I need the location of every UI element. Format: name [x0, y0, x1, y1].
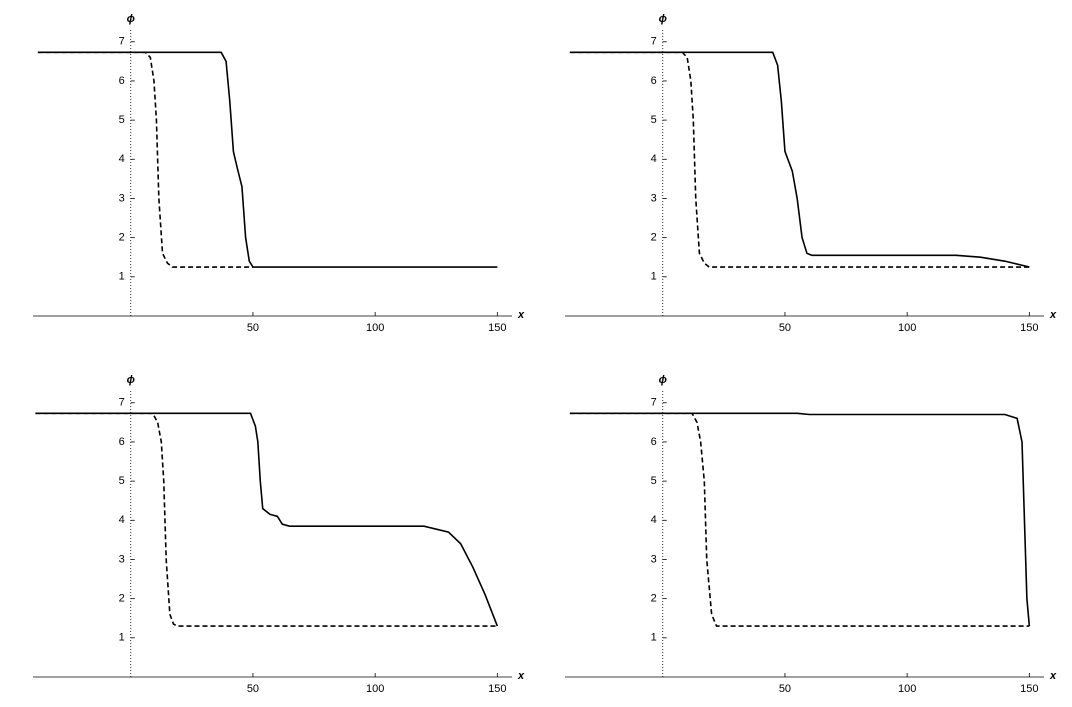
y-tick-label: 1	[651, 271, 657, 283]
panel: 50 100 150 1 2 3 4 5 6 7ϕ x	[33, 374, 525, 695]
y-tick-label: 4	[119, 153, 125, 165]
y-axis-label: ϕ	[127, 13, 135, 25]
x-tick-label: 150	[488, 322, 506, 334]
dashed-line	[35, 412, 498, 627]
x-tick-label: 150	[1020, 322, 1038, 334]
x-tick-label: 50	[779, 683, 791, 695]
y-tick-label: 3	[119, 553, 125, 565]
y-tick-label: 2	[651, 232, 657, 244]
x-axis-label: x	[517, 309, 525, 321]
y-tick-label: 5	[651, 475, 657, 487]
y-tick-label: 6	[119, 436, 125, 448]
y-tick-label: 7	[651, 397, 657, 409]
y-tick-label: 2	[651, 593, 657, 605]
y-tick-label: 1	[119, 271, 125, 283]
x-tick-label: 150	[1020, 683, 1038, 695]
solid-line	[35, 412, 499, 627]
x-axis-label: x	[1049, 670, 1057, 682]
x-tick-label: 50	[779, 322, 791, 334]
y-tick-label: 4	[651, 153, 657, 165]
y-tick-label: 7	[119, 36, 125, 48]
x-tick-label: 100	[366, 683, 384, 695]
x-tick-label: 100	[366, 322, 384, 334]
x-tick-label: 100	[898, 322, 916, 334]
y-tick-label: 2	[119, 593, 125, 605]
y-tick-label: 6	[119, 75, 125, 87]
y-axis-label: ϕ	[659, 13, 667, 25]
panel: 50 100 150 1 2 3 4 5 6 7ϕ x	[565, 13, 1057, 334]
y-tick-label: 7	[119, 397, 125, 409]
y-tick-label: 5	[119, 114, 125, 126]
dashed-line	[37, 51, 253, 268]
x-tick-label: 50	[247, 683, 259, 695]
y-tick-label: 7	[651, 36, 657, 48]
dashed-line	[569, 51, 1030, 268]
panel: 50 100 150 1 2 3 4 5 6 7ϕ x	[33, 13, 525, 334]
solid-line	[569, 412, 1031, 627]
y-tick-label: 1	[651, 632, 657, 644]
x-tick-label: 100	[898, 683, 916, 695]
y-tick-label: 4	[651, 514, 657, 526]
y-tick-label: 2	[119, 232, 125, 244]
y-tick-label: 5	[119, 475, 125, 487]
solid-line	[37, 51, 498, 268]
y-tick-label: 3	[651, 192, 657, 204]
y-tick-label: 6	[651, 436, 657, 448]
x-tick-label: 50	[247, 322, 259, 334]
y-tick-label: 6	[651, 75, 657, 87]
y-tick-label: 1	[119, 632, 125, 644]
y-axis-label: ϕ	[127, 374, 135, 386]
panel: 50 100 150 1 2 3 4 5 6 7ϕ x	[565, 374, 1057, 695]
y-tick-label: 5	[651, 114, 657, 126]
x-axis-label: x	[1049, 309, 1057, 321]
y-axis-label: ϕ	[659, 374, 667, 386]
y-tick-label: 3	[651, 553, 657, 565]
x-axis-label: x	[517, 670, 525, 682]
y-tick-label: 4	[119, 514, 125, 526]
solid-line	[569, 51, 1030, 268]
x-tick-label: 150	[488, 683, 506, 695]
dashed-line	[569, 412, 1030, 627]
y-tick-label: 3	[119, 192, 125, 204]
